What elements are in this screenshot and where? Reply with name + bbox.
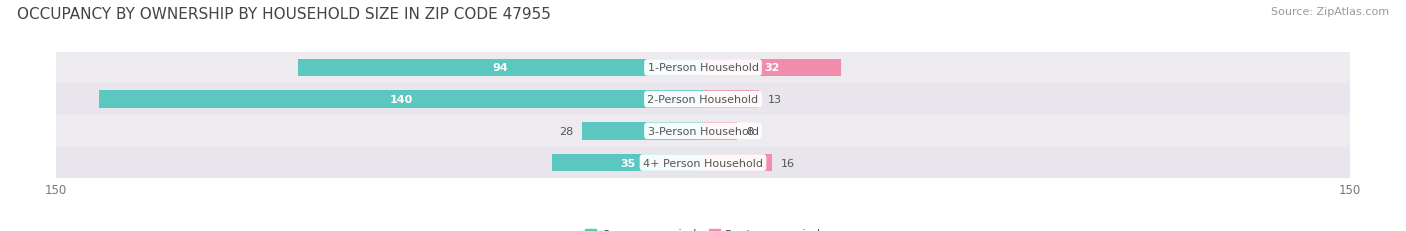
Text: 3-Person Household: 3-Person Household [648,126,758,136]
Text: 16: 16 [780,158,794,168]
Bar [703,154,772,171]
Legend: Owner-occupied, Renter-occupied: Owner-occupied, Renter-occupied [579,223,827,231]
Text: 1-Person Household: 1-Person Household [648,63,758,73]
Bar [56,52,1350,84]
Bar [553,154,703,171]
Text: 13: 13 [768,95,782,105]
Text: 8: 8 [747,126,754,136]
Text: 2-Person Household: 2-Person Household [647,95,759,105]
Text: 35: 35 [620,158,636,168]
Text: 32: 32 [765,63,780,73]
Bar [298,60,703,77]
Text: 140: 140 [389,95,413,105]
Bar [703,91,759,108]
Text: 94: 94 [492,63,508,73]
Bar [56,147,1350,179]
Bar [582,123,703,140]
Bar [703,123,738,140]
Bar [703,60,841,77]
Text: Source: ZipAtlas.com: Source: ZipAtlas.com [1271,7,1389,17]
Text: 4+ Person Household: 4+ Person Household [643,158,763,168]
Bar [56,84,1350,116]
Text: OCCUPANCY BY OWNERSHIP BY HOUSEHOLD SIZE IN ZIP CODE 47955: OCCUPANCY BY OWNERSHIP BY HOUSEHOLD SIZE… [17,7,551,22]
Text: 28: 28 [560,126,574,136]
Bar [56,116,1350,147]
Bar [100,91,703,108]
